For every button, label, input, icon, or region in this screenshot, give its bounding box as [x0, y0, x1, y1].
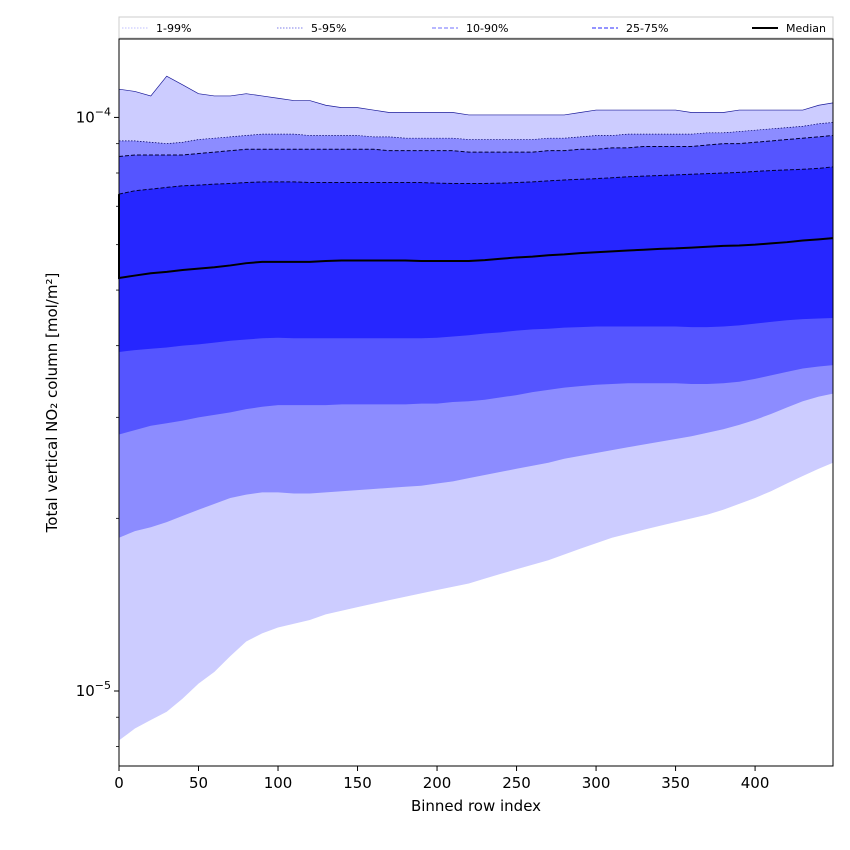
- y-tick-label: 10−5: [76, 679, 111, 700]
- y-axis-label: Total vertical NO₂ column [mol/m²]: [43, 273, 61, 534]
- legend-label: 10-90%: [466, 22, 508, 35]
- band-25-75%: [119, 166, 833, 352]
- x-axis-label: Binned row index: [411, 797, 541, 815]
- band-edge-25-75%: [118, 166, 834, 195]
- x-tick-label: 300: [582, 774, 611, 792]
- legend: 1-99% 5-95% 10-90% 25-75% Median: [118, 16, 834, 39]
- band-edge-5-95%: [119, 122, 834, 145]
- median-layer: [118, 194, 834, 280]
- x-tick-label: 100: [264, 774, 293, 792]
- legend-label: Median: [786, 22, 826, 35]
- x-tick-label: 350: [661, 774, 690, 792]
- plot-frame: [118, 38, 834, 767]
- median-line: [118, 194, 834, 280]
- legend-box: [118, 16, 834, 39]
- legend-label: 1-99%: [156, 22, 191, 35]
- x-tick-label: 400: [741, 774, 770, 792]
- x-tick-label: 0: [114, 774, 124, 792]
- x-tick-label: 200: [423, 774, 452, 792]
- band-edge-1-99%: [118, 75, 834, 116]
- band-edge-10-90%: [118, 135, 834, 157]
- y-tick-label: 10−4: [76, 105, 111, 126]
- legend-label: 5-95%: [311, 22, 346, 35]
- y-axis: 10−5 10−4: [76, 105, 119, 747]
- x-axis: 0 50 100 150 200 250 300 350 400: [114, 766, 769, 792]
- legend-label: 25-75%: [626, 22, 668, 35]
- x-tick-label: 250: [502, 774, 531, 792]
- band-edges-layer: [118, 75, 834, 195]
- x-tick-label: 150: [343, 774, 372, 792]
- bands-layer: [119, 76, 833, 741]
- x-tick-label: 50: [189, 774, 208, 792]
